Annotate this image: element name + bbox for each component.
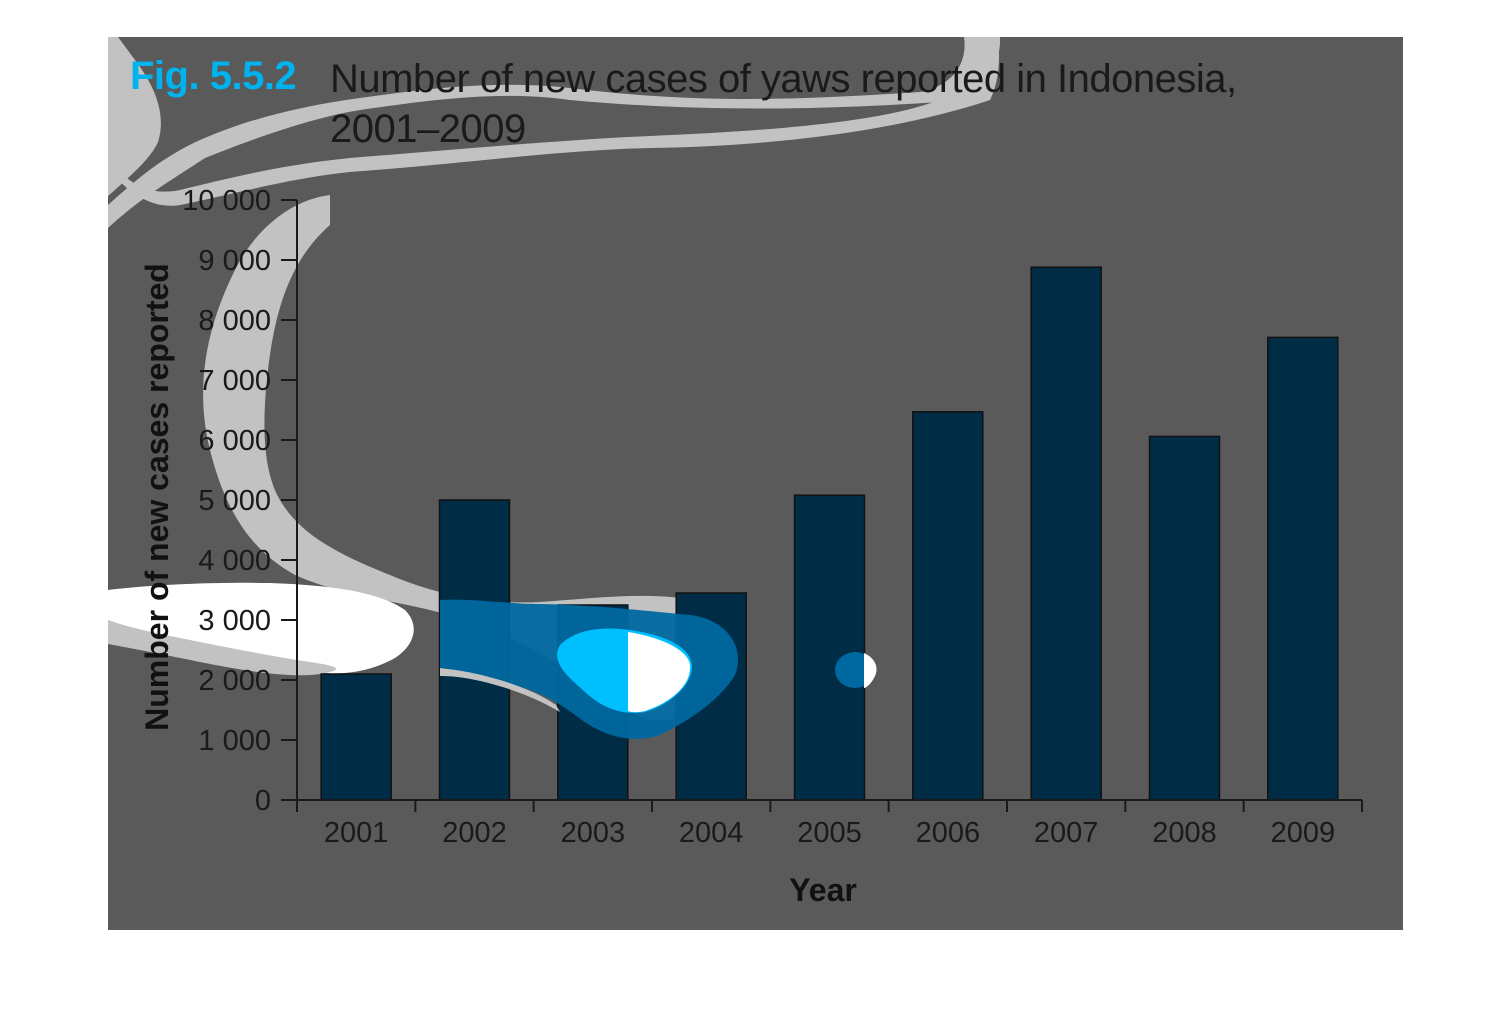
x-tick-label: 2004 <box>679 817 744 849</box>
figure-title: Number of new cases of yaws reported in … <box>330 54 1310 154</box>
y-tick-label: 4 000 <box>198 545 271 577</box>
bar-2006 <box>912 411 984 801</box>
overlay-white-dot <box>864 653 877 688</box>
y-tick-label: 7 000 <box>198 365 271 397</box>
bar-2007 <box>1030 266 1102 801</box>
overlay-white-center <box>628 632 691 713</box>
bar-2005 <box>793 494 866 801</box>
figure-label: Fig. 5.5.2 <box>130 54 297 98</box>
figure-title-line-2: 2001–2009 <box>330 107 526 151</box>
y-tick-label: 10 000 <box>182 185 271 217</box>
x-axis-title: Year <box>789 872 857 908</box>
x-ticks: 2001 2002 2003 2004 2005 2006 2007 2008 2009 <box>296 800 1363 849</box>
x-tick-label: 2005 <box>797 817 862 849</box>
x-tick-label: 2003 <box>561 817 626 849</box>
x-tick-label: 2009 <box>1271 817 1336 849</box>
x-tick-label: 2001 <box>324 817 389 849</box>
y-ticks: 0 1 000 2 000 3 000 4 000 5 000 6 000 7 000 8 00… <box>182 185 297 817</box>
x-tick-label: 2002 <box>442 817 507 849</box>
bar-2009 <box>1267 336 1339 801</box>
y-tick-label: 2 000 <box>198 665 271 697</box>
y-tick-label: 3 000 <box>198 605 271 637</box>
y-tick-label: 8 000 <box>198 305 271 337</box>
bar-2001 <box>320 673 392 801</box>
y-tick-label: 5 000 <box>198 485 271 517</box>
overlay-gray-seam <box>440 668 560 712</box>
y-tick-label: 9 000 <box>198 245 271 277</box>
y-axis-title: Number of new cases reported <box>139 263 175 731</box>
figure-title-line-1: Number of new cases of yaws reported in … <box>330 57 1237 101</box>
x-tick-label: 2007 <box>1034 817 1099 849</box>
x-tick-label: 2008 <box>1152 817 1217 849</box>
y-tick-label: 0 <box>255 785 271 817</box>
overlay-band-main <box>108 37 1000 206</box>
y-tick-label: 1 000 <box>198 725 271 757</box>
overlay-white-left <box>108 582 414 674</box>
y-tick-label: 6 000 <box>198 425 271 457</box>
overlay-edge-left <box>108 620 337 676</box>
bar-2008 <box>1148 435 1221 801</box>
x-tick-label: 2006 <box>916 817 981 849</box>
